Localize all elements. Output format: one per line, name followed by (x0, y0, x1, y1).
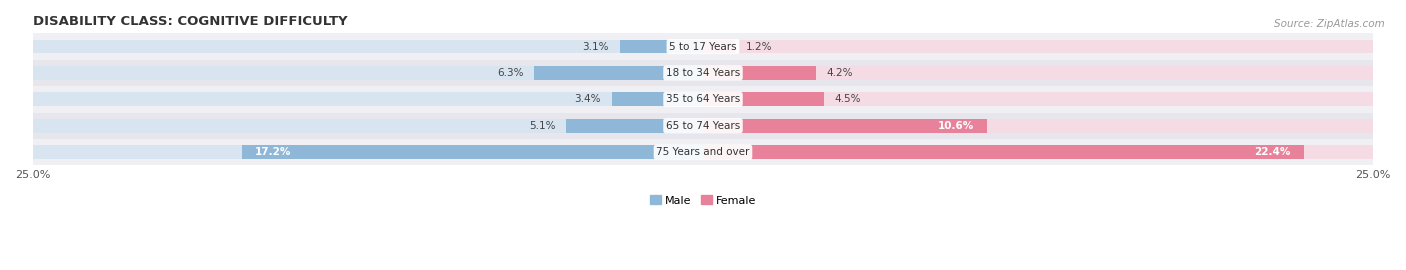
Bar (32, 93, 703, 106)
Text: 10.6%: 10.6% (938, 121, 974, 131)
Text: 5.1%: 5.1% (529, 121, 555, 131)
Legend: Male, Female: Male, Female (645, 191, 761, 210)
Bar (703, 119, 987, 133)
Bar (32, 40, 703, 53)
Bar (32, 86, 1374, 113)
Text: 75 Years and over: 75 Years and over (657, 147, 749, 157)
Text: 3.4%: 3.4% (575, 94, 602, 104)
Text: DISABILITY CLASS: COGNITIVE DIFFICULTY: DISABILITY CLASS: COGNITIVE DIFFICULTY (32, 15, 347, 28)
Bar (32, 60, 1374, 86)
Bar (32, 113, 1374, 139)
Bar (242, 145, 703, 159)
Text: 4.2%: 4.2% (827, 68, 853, 78)
Bar (32, 66, 703, 80)
Bar (32, 139, 1374, 165)
Bar (612, 93, 703, 106)
Text: 1.2%: 1.2% (747, 42, 772, 52)
Text: 22.4%: 22.4% (1254, 147, 1291, 157)
Bar (703, 93, 824, 106)
Text: 65 to 74 Years: 65 to 74 Years (666, 121, 740, 131)
Bar (703, 145, 1374, 159)
Bar (32, 119, 703, 133)
Text: 6.3%: 6.3% (496, 68, 523, 78)
Bar (32, 145, 703, 159)
Text: 18 to 34 Years: 18 to 34 Years (666, 68, 740, 78)
Bar (534, 66, 703, 80)
Bar (620, 40, 703, 53)
Bar (703, 40, 1374, 53)
Bar (567, 119, 703, 133)
Bar (703, 40, 735, 53)
Bar (32, 33, 1374, 60)
Text: 4.5%: 4.5% (834, 94, 860, 104)
Bar (703, 119, 1374, 133)
Bar (703, 93, 1374, 106)
Text: 3.1%: 3.1% (582, 42, 609, 52)
Bar (703, 66, 815, 80)
Text: 17.2%: 17.2% (256, 147, 291, 157)
Text: 5 to 17 Years: 5 to 17 Years (669, 42, 737, 52)
Text: 35 to 64 Years: 35 to 64 Years (666, 94, 740, 104)
Bar (703, 145, 1303, 159)
Text: Source: ZipAtlas.com: Source: ZipAtlas.com (1274, 19, 1385, 29)
Bar (703, 66, 1374, 80)
